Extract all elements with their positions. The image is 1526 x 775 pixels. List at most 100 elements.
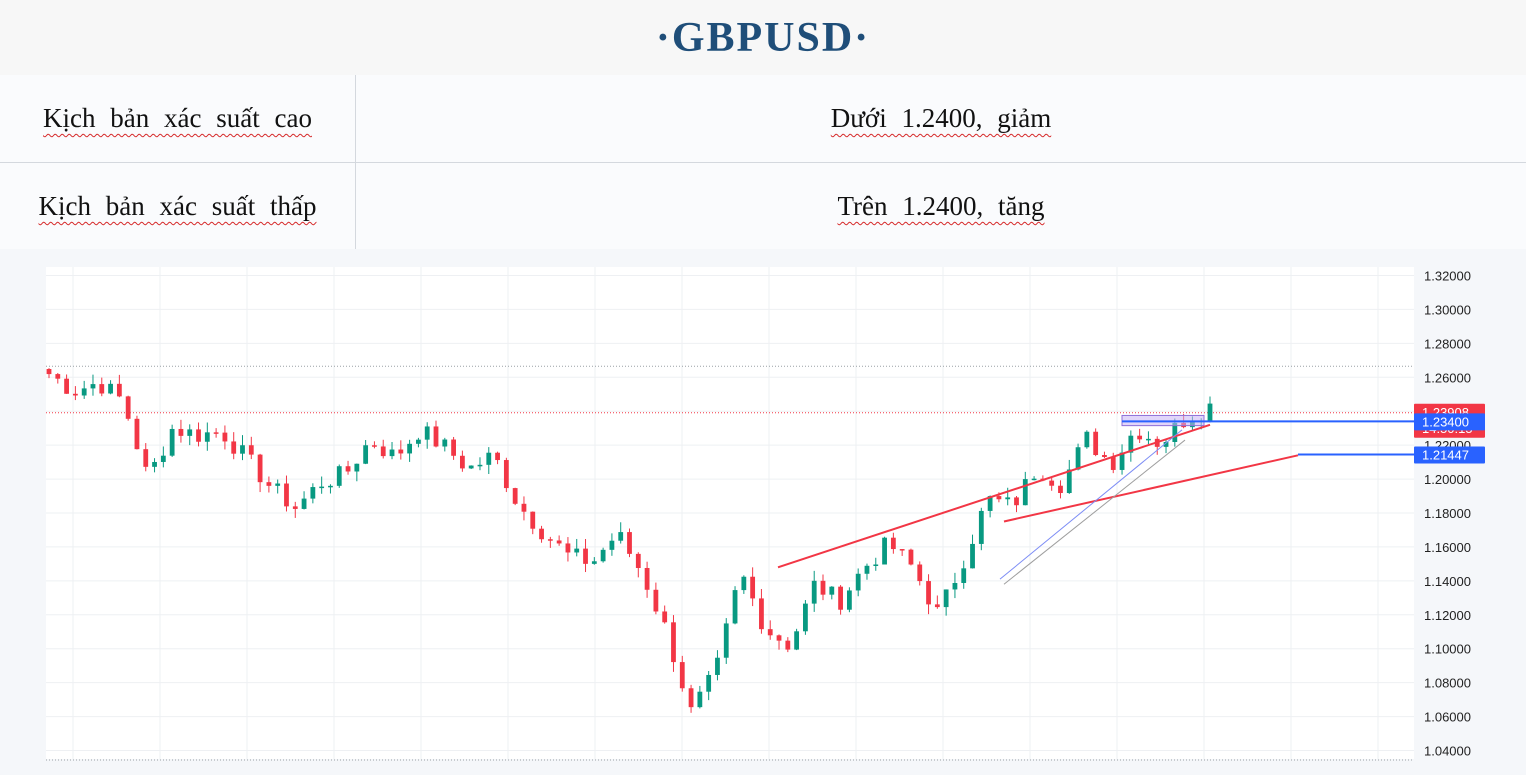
scenario-label: Kịch bản xác suất thấp — [0, 162, 356, 251]
candle-body — [1058, 485, 1063, 494]
candle-body — [380, 446, 386, 457]
candle-body — [591, 561, 597, 564]
candle-body — [715, 657, 720, 675]
candle-body — [1093, 431, 1099, 456]
candle-body — [917, 564, 923, 582]
candle-body — [846, 590, 852, 610]
candle-body — [899, 549, 905, 551]
price-tag-label: 1.23400 — [1422, 414, 1469, 429]
y-tick-label: 1.32000 — [1424, 268, 1471, 283]
candle-body — [503, 460, 509, 489]
scenario-value: Trên 1.2400, tăng — [355, 162, 1526, 251]
scenario-value: Dưới 1.2400, giảm — [355, 75, 1526, 163]
candle-body — [292, 506, 298, 509]
chart-canvas[interactable]: 1.320001.300001.280001.260001.240001.220… — [0, 249, 1526, 775]
candle-body — [530, 511, 536, 529]
candle-body — [653, 589, 659, 612]
candle-body — [319, 486, 325, 489]
candle-body — [688, 688, 694, 708]
candle-body — [1066, 469, 1072, 494]
candle-body — [732, 590, 738, 624]
candle-body — [248, 445, 254, 455]
candle-body — [477, 464, 483, 467]
candle-body — [152, 461, 157, 467]
candle-body — [134, 418, 140, 450]
channel-line — [999, 429, 1183, 580]
candle-body — [547, 539, 553, 541]
candle-body — [1172, 422, 1178, 443]
candle-body — [574, 548, 580, 553]
candle-body — [952, 582, 958, 590]
price-chart[interactable]: 1.320001.300001.280001.260001.240001.220… — [0, 249, 1526, 775]
candle-body — [213, 432, 219, 434]
candle-body — [231, 441, 237, 454]
candle-body — [838, 586, 843, 610]
y-tick-label: 1.14000 — [1424, 574, 1471, 589]
candle-body — [565, 543, 571, 553]
y-tick-label: 1.06000 — [1424, 710, 1471, 725]
candle-body — [741, 576, 747, 591]
candle-body — [398, 449, 404, 454]
candle-body — [1022, 479, 1028, 506]
candle-body — [160, 455, 166, 462]
candle-body — [459, 455, 465, 469]
candle-body — [750, 576, 756, 599]
price-tag-label: 1.21447 — [1422, 448, 1469, 463]
candle-body — [1137, 435, 1143, 440]
candle-body — [310, 487, 316, 499]
y-tick-label: 1.04000 — [1424, 744, 1471, 759]
candle-body — [697, 691, 703, 708]
candle-body — [996, 496, 1002, 500]
candle-body — [767, 629, 773, 636]
candle-body — [275, 483, 281, 486]
candle-body — [1031, 478, 1037, 481]
candle-body — [196, 429, 201, 442]
candle-body — [424, 426, 430, 440]
candle-body — [301, 498, 307, 509]
candle-body — [284, 483, 289, 507]
candle-body — [706, 674, 712, 692]
candle-body — [864, 565, 870, 574]
candle-body — [873, 564, 879, 566]
candle-body — [803, 603, 808, 632]
candle-body — [943, 589, 949, 608]
candle-body — [662, 611, 668, 623]
price-tag — [1414, 413, 1485, 431]
y-tick-label: 1.20000 — [1424, 472, 1471, 487]
candle-body — [1102, 455, 1107, 457]
candle-body — [1207, 403, 1213, 421]
candle-body — [512, 488, 518, 504]
y-tick-label: 1.16000 — [1424, 540, 1471, 555]
candle-body — [266, 482, 272, 486]
y-tick-label: 1.28000 — [1424, 336, 1471, 351]
channel-line — [1003, 439, 1186, 585]
candle-body — [90, 384, 96, 389]
candle-body — [759, 598, 764, 630]
candle-body — [671, 622, 676, 663]
candle-body — [433, 426, 439, 447]
candle-body — [108, 383, 113, 394]
candle-body — [363, 445, 369, 464]
candle-body — [1110, 456, 1116, 470]
candle-body — [1119, 452, 1125, 470]
scenario-row-low: Kịch bản xác suất thấp Trên 1.2400, tăng — [0, 162, 1526, 251]
chart-title: ·GBPUSD· — [655, 14, 871, 61]
y-tick-label: 1.10000 — [1424, 642, 1471, 657]
candle-body — [72, 393, 78, 396]
candle-body — [178, 428, 184, 436]
candle-body — [583, 548, 588, 564]
candle-body — [521, 503, 527, 512]
candle-body — [644, 567, 650, 590]
candle-body — [723, 623, 729, 658]
candle-body — [987, 496, 993, 511]
candle-body — [389, 449, 395, 457]
candle-body — [1146, 438, 1151, 441]
candle-body — [46, 368, 52, 375]
y-tick-label: 1.08000 — [1424, 676, 1471, 691]
candle-body — [486, 452, 492, 465]
candle-body — [336, 466, 342, 486]
candle-body — [345, 466, 351, 472]
candle-body — [890, 537, 896, 550]
candle-body — [556, 540, 562, 544]
candle-body — [125, 396, 131, 419]
